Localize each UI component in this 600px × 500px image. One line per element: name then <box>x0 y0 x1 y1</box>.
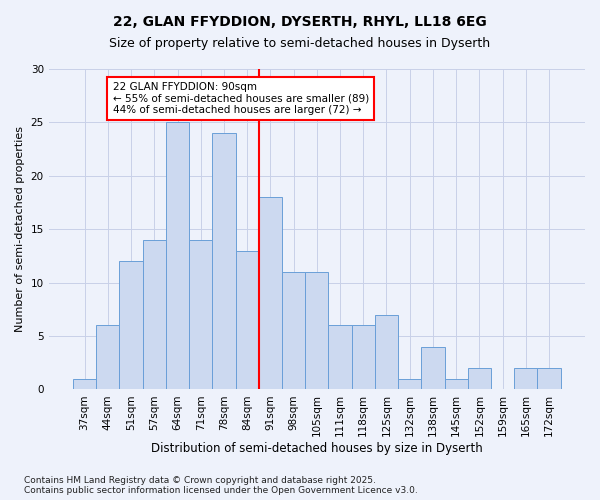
Bar <box>375 314 398 390</box>
Bar <box>143 240 166 390</box>
Bar <box>352 326 375 390</box>
Bar <box>259 197 282 390</box>
Bar <box>421 346 445 390</box>
Text: 22 GLAN FFYDDION: 90sqm
← 55% of semi-detached houses are smaller (89)
44% of se: 22 GLAN FFYDDION: 90sqm ← 55% of semi-de… <box>113 82 369 115</box>
Bar <box>189 240 212 390</box>
Bar <box>398 379 421 390</box>
Bar <box>282 272 305 390</box>
Bar <box>305 272 328 390</box>
Bar <box>119 262 143 390</box>
Bar <box>236 250 259 390</box>
Bar <box>328 326 352 390</box>
Bar <box>445 379 468 390</box>
Text: Size of property relative to semi-detached houses in Dyserth: Size of property relative to semi-detach… <box>109 38 491 51</box>
Bar <box>514 368 538 390</box>
Bar <box>468 368 491 390</box>
Bar <box>166 122 189 390</box>
Text: 22, GLAN FFYDDION, DYSERTH, RHYL, LL18 6EG: 22, GLAN FFYDDION, DYSERTH, RHYL, LL18 6… <box>113 15 487 29</box>
Y-axis label: Number of semi-detached properties: Number of semi-detached properties <box>15 126 25 332</box>
Bar <box>96 326 119 390</box>
X-axis label: Distribution of semi-detached houses by size in Dyserth: Distribution of semi-detached houses by … <box>151 442 483 455</box>
Bar <box>538 368 560 390</box>
Bar <box>212 133 236 390</box>
Bar <box>73 379 96 390</box>
Text: Contains HM Land Registry data © Crown copyright and database right 2025.
Contai: Contains HM Land Registry data © Crown c… <box>24 476 418 495</box>
